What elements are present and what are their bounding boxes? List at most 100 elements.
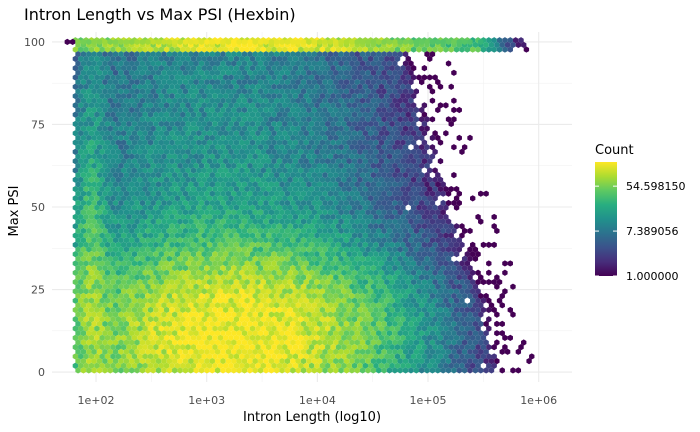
hex-cell: [220, 227, 226, 234]
hex-cell: [190, 167, 197, 174]
hex-cell: [410, 102, 417, 109]
hex-cell: [341, 46, 347, 53]
hex-cell: [333, 162, 339, 169]
hex-cell: [247, 199, 253, 207]
hex-cell: [424, 209, 430, 216]
hex-cell: [346, 195, 352, 202]
hex-cell: [104, 83, 111, 90]
hex-cell: [94, 65, 100, 72]
hex-cell: [252, 134, 258, 141]
hex-cell: [287, 213, 293, 221]
hex-cell: [330, 185, 336, 193]
hex-cell: [300, 181, 307, 188]
hex-cell: [72, 204, 79, 211]
hex-cell: [402, 199, 409, 207]
hex-cell: [196, 148, 202, 155]
hex-cell: [174, 204, 181, 211]
hex-cell: [107, 88, 113, 95]
hex-cell: [265, 111, 272, 118]
hex-cell: [282, 204, 288, 211]
hex-cell: [316, 60, 323, 67]
hex-cell: [316, 51, 323, 58]
hex-cell: [410, 223, 417, 230]
hex-cell: [413, 209, 420, 216]
hex-cell: [392, 60, 398, 67]
hex-cell: [397, 106, 403, 114]
hex-cell: [134, 144, 140, 151]
hex-cell: [338, 88, 344, 95]
hex-cell: [354, 162, 360, 169]
hex-cell: [316, 227, 323, 234]
hex-cell: [201, 139, 207, 146]
hex-cell: [249, 83, 256, 90]
hex-cell: [252, 153, 258, 160]
hex-cell: [362, 158, 368, 165]
hex-cell: [153, 111, 159, 118]
hex-cell: [274, 97, 280, 104]
hex-cell: [330, 176, 336, 183]
hex-cell: [405, 102, 411, 109]
hex-cell: [365, 227, 371, 234]
hex-cell: [78, 148, 84, 155]
hex-cell: [397, 97, 403, 104]
hex-cell: [158, 223, 164, 230]
hex-cell: [201, 213, 207, 221]
hex-cell: [408, 97, 414, 104]
hex-cell: [236, 69, 242, 76]
hex-cell: [362, 139, 368, 146]
hex-cell: [467, 227, 473, 234]
hex-cell: [376, 106, 382, 114]
hex-cell: [314, 232, 320, 239]
hex-cell: [400, 111, 406, 118]
hex-cell: [300, 97, 307, 104]
hex-cell: [327, 190, 334, 197]
hex-cell: [155, 227, 162, 234]
hex-cell: [362, 83, 368, 90]
hex-cell: [139, 153, 146, 160]
hex-cell: [282, 65, 288, 72]
hex-cell: [362, 185, 368, 193]
hex-cell: [112, 227, 119, 234]
hex-cell: [225, 172, 232, 179]
hex-cell: [276, 158, 283, 165]
hex-cell: [346, 55, 352, 62]
hex-cell: [110, 195, 116, 202]
hex-cell: [223, 139, 229, 146]
hex-cell: [290, 218, 296, 225]
hex-cell: [225, 88, 232, 95]
hex-cell: [153, 167, 159, 174]
hex-cell: [397, 134, 403, 141]
hex-cell: [354, 79, 360, 86]
hex-cell: [386, 60, 393, 67]
hex-cell: [488, 41, 495, 48]
hex-cell: [303, 46, 309, 53]
hex-cell: [384, 158, 390, 165]
hex-cell: [311, 218, 317, 225]
hex-cell: [306, 106, 312, 114]
hex-cell: [265, 83, 272, 90]
hex-cell: [284, 218, 291, 225]
hex-cell: [88, 148, 95, 155]
hex-cell: [378, 158, 385, 165]
hex-cell: [429, 88, 436, 95]
hex-cell: [83, 65, 89, 72]
hex-cell: [115, 102, 122, 109]
hex-cell: [389, 102, 395, 109]
hex-cell: [255, 74, 261, 81]
hex-cell: [86, 60, 92, 67]
hex-cell: [279, 69, 285, 76]
hex-cell: [368, 130, 374, 137]
hex-cell: [174, 195, 181, 202]
hex-cell: [429, 144, 436, 151]
hex-cell: [88, 158, 95, 165]
hex-cell: [392, 209, 398, 216]
hex-cell: [158, 111, 164, 118]
hex-cell: [91, 153, 97, 160]
hex-cell: [228, 195, 234, 202]
hex-cell: [394, 74, 401, 81]
hex-cell: [265, 148, 272, 155]
hex-cell: [212, 139, 218, 146]
hex-cell: [400, 158, 406, 165]
hex-cell: [392, 69, 398, 76]
hex-cell: [389, 167, 395, 174]
